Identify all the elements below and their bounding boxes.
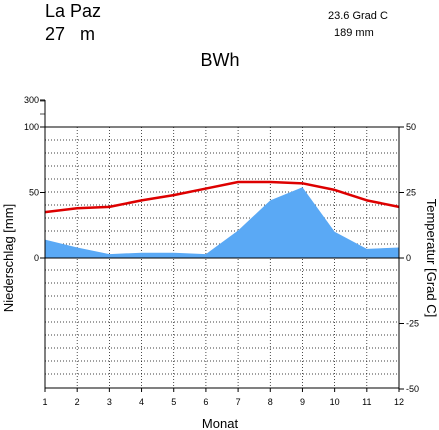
temperature-line bbox=[44, 180, 400, 214]
x-tick-label: 10 bbox=[330, 397, 340, 407]
y-right-tick-label: 25 bbox=[406, 188, 416, 198]
x-tick-label: 7 bbox=[236, 397, 241, 407]
station-name: La Paz bbox=[45, 1, 101, 21]
y-right-tick-label: 50 bbox=[406, 122, 416, 132]
mean-temperature: 23.6 Grad C bbox=[328, 10, 388, 22]
x-tick-label: 9 bbox=[300, 397, 305, 407]
y-right-tick-label: 0 bbox=[406, 253, 411, 263]
y-axis-right-label: Temperatur [Grad C] bbox=[424, 199, 439, 318]
x-tick-label: 5 bbox=[171, 397, 176, 407]
x-tick-label: 4 bbox=[139, 397, 144, 407]
y-left-tick-label: 100 bbox=[24, 122, 39, 132]
x-tick-label: 3 bbox=[107, 397, 112, 407]
station-elevation: 27 bbox=[45, 24, 65, 44]
y-left-tick-label: 300 bbox=[24, 95, 39, 105]
y-left-tick-label: 0 bbox=[34, 253, 39, 263]
precipitation-area bbox=[45, 187, 399, 258]
y-right-tick-label: -50 bbox=[406, 384, 419, 394]
climate-class: BWh bbox=[200, 50, 239, 70]
x-tick-label: 11 bbox=[362, 397, 371, 407]
annual-precipitation: 189 mm bbox=[334, 27, 374, 39]
y-axis-left-label: Niederschlag [mm] bbox=[1, 204, 16, 312]
y-right-tick-label: -25 bbox=[406, 319, 419, 329]
x-tick-label: 8 bbox=[268, 397, 273, 407]
station-elevation-unit: m bbox=[80, 24, 95, 44]
precipitation-series bbox=[45, 187, 399, 258]
x-tick-label: 2 bbox=[75, 397, 80, 407]
x-tick-label: 1 bbox=[42, 397, 47, 407]
x-tick-label: 6 bbox=[203, 397, 208, 407]
y-left-tick-label: 50 bbox=[29, 188, 39, 198]
x-tick-label: 12 bbox=[394, 397, 404, 407]
x-axis-label: Monat bbox=[202, 416, 239, 430]
temperature-series bbox=[44, 180, 400, 214]
